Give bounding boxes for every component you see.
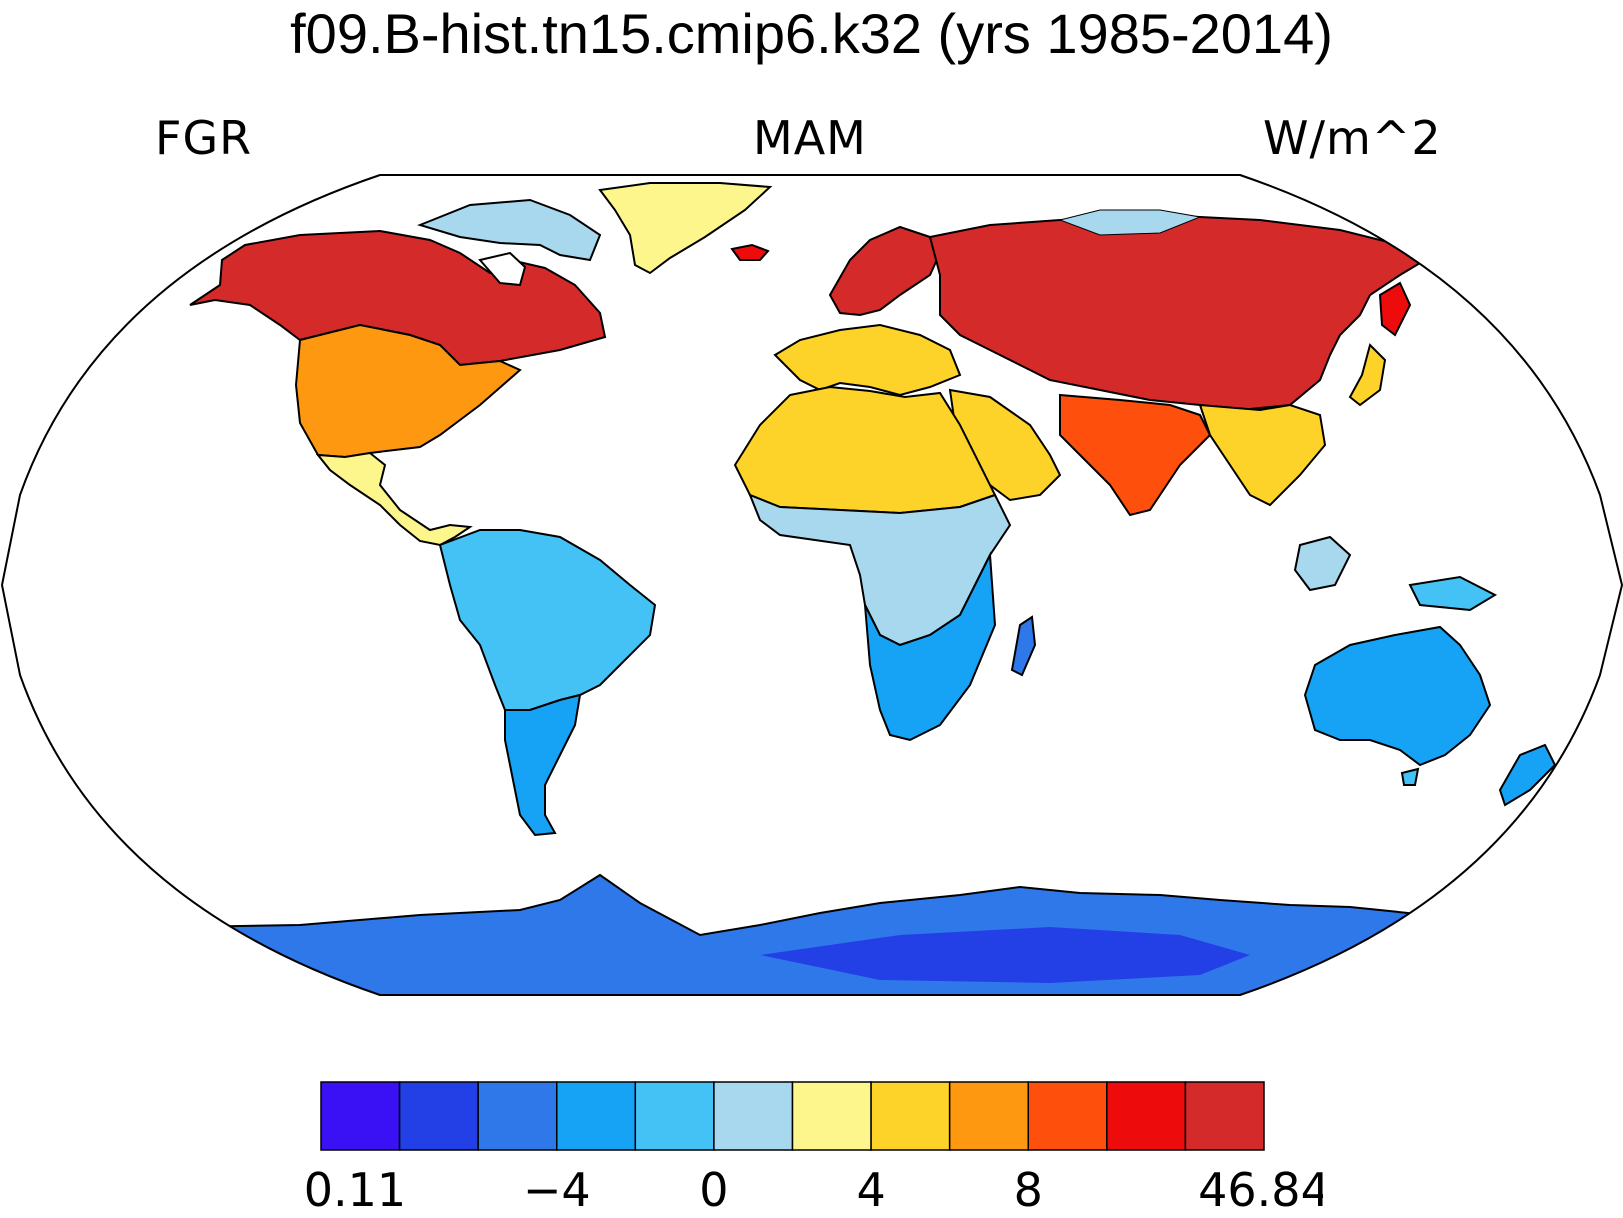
colorbar-swatch — [634, 1081, 715, 1151]
region-arctic-islands — [416, 198, 602, 262]
region-eastern-us — [294, 323, 522, 459]
hudson-bay — [478, 251, 527, 287]
region-southern-africa — [864, 551, 997, 742]
region-indonesia — [1293, 535, 1352, 592]
colorbar-swatch — [477, 1081, 558, 1151]
region-siberia — [928, 213, 1433, 412]
region-southern-south-america — [504, 693, 582, 837]
season-label: MAM — [753, 111, 867, 165]
colorbar-tick-label: −10.11 — [300, 1163, 406, 1210]
colorbar-tick-label: −4 — [523, 1163, 591, 1210]
region-japan — [1348, 343, 1387, 407]
colorbar-swatch — [398, 1081, 479, 1151]
region-madagascar — [1010, 615, 1037, 677]
region-central-america — [315, 451, 473, 547]
region-greenland — [598, 182, 773, 275]
plot-title: f09.B-hist.tn15.cmip6.k32 (yrs 1985-2014… — [290, 2, 1333, 65]
colorbar-swatch — [948, 1081, 1030, 1151]
region-tasmania — [1400, 767, 1420, 786]
region-australia — [1303, 625, 1492, 767]
region-antarctica — [2, 873, 1622, 995]
region-india — [1059, 393, 1212, 517]
region-north-america — [189, 229, 607, 367]
colorbar-tick-label: 8 — [1014, 1163, 1043, 1210]
units-label: W/m^2 — [1263, 111, 1442, 165]
colorbar-swatch — [1027, 1081, 1108, 1151]
colorbar-swatch — [556, 1081, 637, 1151]
colorbar-swatch — [1184, 1081, 1265, 1151]
region-new-guinea — [1408, 575, 1498, 612]
region-east-asia — [1198, 403, 1327, 507]
region-south-america — [438, 529, 657, 711]
colorbar-swatch — [1106, 1081, 1187, 1151]
globe-border — [0, 174, 1623, 996]
colorbar-tick-label: 0 — [699, 1163, 728, 1210]
region-new-zealand — [1498, 743, 1557, 807]
colorbar-tick-label: 46.84 — [1198, 1163, 1323, 1210]
colorbar-swatch — [791, 1081, 872, 1151]
region-arctic-siberia — [1058, 209, 1202, 236]
region-kamchatka — [1378, 281, 1412, 337]
colorbar-swatch — [320, 1081, 401, 1151]
colorbar-swatch — [713, 1081, 794, 1151]
region-iceland — [730, 243, 770, 261]
region-southern-europe — [773, 323, 962, 397]
colorbar-tick-label: 4 — [856, 1163, 885, 1210]
colorbar: −10.11 −4 0 4 8 46.84 — [236, 1070, 1330, 1217]
variable-label: FGR — [155, 111, 253, 165]
region-antarctica-interior — [760, 927, 1250, 983]
region-scandinavia — [828, 225, 942, 317]
colorbar-swatch — [870, 1081, 951, 1151]
world-map — [0, 165, 1623, 1005]
